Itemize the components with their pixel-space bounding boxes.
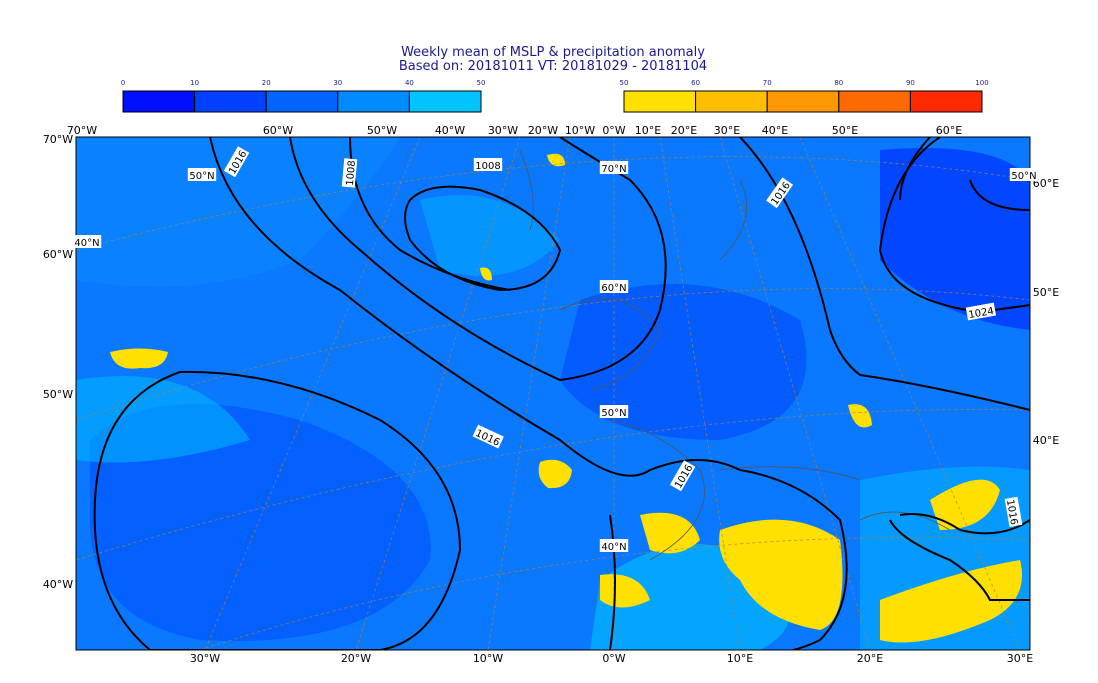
latitude-label-box: [187, 168, 217, 181]
latitude-label-text: 40°N: [74, 238, 99, 249]
colorbar-box: [194, 90, 267, 113]
colorbar-tick: 70: [763, 79, 772, 87]
latitude-label-box: [72, 235, 102, 248]
colorbar-tick: 30: [333, 79, 342, 87]
isobar-label: 1008: [473, 158, 503, 172]
coordinate-label: 40°W: [43, 578, 73, 591]
colorbar-box: [408, 90, 482, 113]
coordinate-label: 60°W: [263, 124, 293, 137]
isobar-label-text: 1016: [1004, 499, 1019, 526]
coordinate-label: 30°W: [488, 124, 518, 137]
colorbar-tick: 0: [121, 79, 125, 87]
colorbar-tick: 50: [477, 79, 486, 87]
latitude-label: 40°N: [599, 539, 629, 553]
coordinate-label: 0°W: [602, 124, 625, 137]
coordinate-label: 50°E: [1033, 286, 1059, 299]
coordinate-label: 20°E: [671, 124, 697, 137]
latitude-label-text: 50°N: [1011, 171, 1036, 182]
isobar-label-box: [223, 146, 250, 178]
colorbar-box: [909, 90, 983, 113]
isobar-label-box: [472, 424, 504, 449]
coordinate-label: 50°W: [43, 388, 73, 401]
coordinate-label: 10°W: [473, 652, 503, 665]
colorbar-box: [265, 90, 339, 113]
coordinate-label: 40°E: [1033, 434, 1059, 447]
coordinate-label: 20°W: [341, 652, 371, 665]
colorbar-tick: 100: [975, 79, 988, 87]
latitude-label: 50°N: [1009, 168, 1039, 182]
coordinate-label: 70°W: [43, 133, 73, 146]
isobar-label-text: 1024: [968, 306, 995, 321]
isobar-label: 1016: [1004, 496, 1023, 528]
latitude-label-box: [599, 280, 629, 293]
isobar-label-text: 1008: [475, 161, 500, 172]
coordinate-label: 10°E: [727, 652, 753, 665]
latitude-label-text: 70°N: [601, 164, 626, 175]
coordinate-label: 40°E: [762, 124, 788, 137]
colorbar-box: [695, 90, 768, 113]
coordinate-label: 10°E: [635, 124, 661, 137]
latitude-label-text: 50°N: [601, 408, 626, 419]
latitude-label: 50°N: [599, 405, 629, 419]
colorbar-tick: 20: [262, 79, 271, 87]
coordinate-label: 30°E: [1007, 652, 1033, 665]
colorbar-tick: 10: [190, 79, 199, 87]
coordinate-label: 60°W: [43, 248, 73, 261]
isobar-label-box: [1004, 496, 1023, 528]
latitude-label-box: [599, 405, 629, 418]
isobar-label-box: [965, 302, 997, 321]
colorbar-tick: 60: [691, 79, 700, 87]
colorbar-box: [122, 90, 196, 113]
title: Weekly mean of MSLP & precipitation anom…: [401, 45, 705, 60]
colorbar-tick: 80: [834, 79, 843, 87]
latitude-label-box: [599, 539, 629, 552]
colorbar-box: [337, 90, 410, 113]
subtitle: Based on: 20181011 VT: 20181029 - 201811…: [399, 59, 707, 74]
map-frame: [75, 136, 1031, 651]
latitude-label: 50°N: [187, 168, 217, 182]
coordinate-label: 20°W: [528, 124, 558, 137]
coordinate-label: 50°W: [367, 124, 397, 137]
coordinate-label: 60°E: [1033, 177, 1059, 190]
isobar-label: 1024: [965, 302, 997, 321]
isobar-label-box: [669, 460, 696, 492]
coordinate-label: 50°E: [832, 124, 858, 137]
coordinate-label: 60°E: [936, 124, 962, 137]
isobar-label: 1008: [341, 158, 358, 188]
coordinate-label: 0°W: [602, 652, 625, 665]
colorbar-tick: 50: [620, 79, 629, 87]
coordinate-label: 30°W: [190, 652, 220, 665]
latitude-label-text: 40°N: [601, 542, 626, 553]
coordinate-label: 10°W: [565, 124, 595, 137]
coordinate-label: 30°E: [714, 124, 740, 137]
latitude-label-text: 50°N: [189, 171, 214, 182]
colorbar-tick: 40: [405, 79, 414, 87]
latitude-label-text: 60°N: [601, 283, 626, 294]
colorbar-box: [838, 90, 911, 113]
latitude-label-box: [599, 161, 629, 174]
latitude-label-box: [1009, 168, 1039, 181]
colorbar-box: [766, 90, 840, 113]
latitude-label: 60°N: [599, 280, 629, 294]
coordinate-label: 70°W: [67, 124, 97, 137]
coordinate-label: 20°E: [857, 652, 883, 665]
isobar-label-text: 1008: [345, 160, 358, 186]
colorbar-box: [623, 90, 697, 113]
latitude-label: 70°N: [599, 161, 629, 175]
isobar-label-box: [766, 177, 794, 209]
latitude-label: 40°N: [72, 235, 102, 249]
colorbar-tick: 90: [906, 79, 915, 87]
map-field: [76, 137, 1030, 650]
coordinate-label: 40°W: [435, 124, 465, 137]
isobar-label-box: [473, 158, 503, 171]
isobar-label-box: [341, 158, 358, 188]
